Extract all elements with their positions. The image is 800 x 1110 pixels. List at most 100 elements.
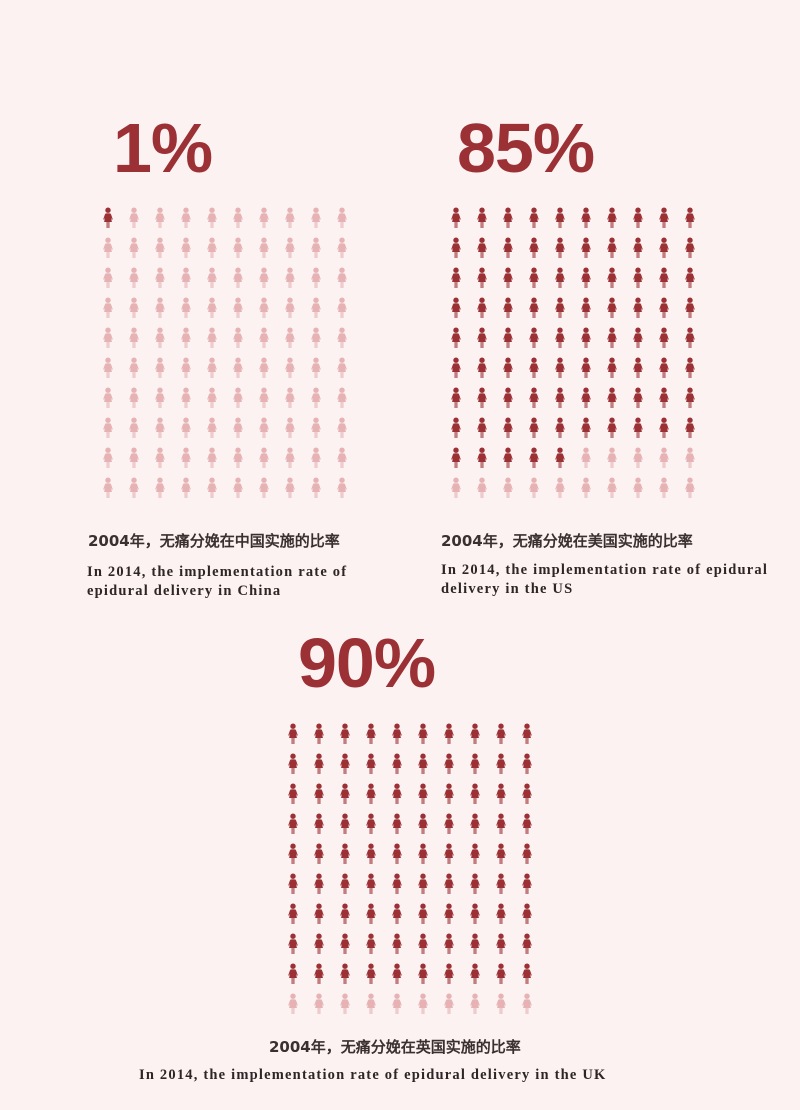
person-icon-empty	[311, 387, 321, 408]
person-icon-empty	[285, 207, 295, 228]
person-icon-empty	[529, 477, 539, 498]
person-icon-empty	[311, 477, 321, 498]
person-icon-filled	[451, 327, 461, 348]
person-icon-filled	[451, 417, 461, 438]
person-icon-filled	[366, 753, 376, 774]
person-icon-filled	[555, 237, 565, 258]
person-icon-empty	[103, 297, 113, 318]
person-icon-empty	[311, 327, 321, 348]
person-icon-empty	[103, 237, 113, 258]
person-icon-filled	[451, 267, 461, 288]
person-icon-empty	[581, 447, 591, 468]
person-icon-filled	[340, 933, 350, 954]
person-icon-empty	[155, 267, 165, 288]
person-icon-filled	[581, 237, 591, 258]
person-icon-empty	[181, 447, 191, 468]
person-icon-empty	[155, 207, 165, 228]
person-icon-filled	[288, 903, 298, 924]
person-icon-filled	[496, 903, 506, 924]
person-icon-empty	[337, 417, 347, 438]
person-icon-filled	[340, 963, 350, 984]
person-icon-empty	[181, 207, 191, 228]
person-icon-empty	[207, 447, 217, 468]
person-icon-filled	[529, 417, 539, 438]
person-icon-empty	[311, 357, 321, 378]
person-icon-empty	[259, 387, 269, 408]
person-icon-filled	[503, 327, 513, 348]
person-icon-filled	[477, 327, 487, 348]
caption-en: In 2014, the implementation rate of epid…	[139, 1067, 607, 1083]
person-icon-filled	[288, 933, 298, 954]
person-icon-filled	[496, 963, 506, 984]
person-icon-filled	[685, 417, 695, 438]
person-icon-empty	[155, 387, 165, 408]
person-icon-empty	[285, 327, 295, 348]
person-icon-filled	[366, 903, 376, 924]
person-icon-empty	[607, 477, 617, 498]
caption-en: In 2014, the implementation rate of epid…	[441, 562, 769, 597]
person-icon-empty	[181, 297, 191, 318]
person-icon-empty	[207, 207, 217, 228]
person-icon-empty	[392, 993, 402, 1014]
person-icon-empty	[285, 417, 295, 438]
person-icon-empty	[233, 267, 243, 288]
person-icon-filled	[444, 933, 454, 954]
person-icon-filled	[522, 813, 532, 834]
person-icon-filled	[470, 903, 480, 924]
person-icon-filled	[503, 447, 513, 468]
person-icon-filled	[470, 783, 480, 804]
person-icon-filled	[633, 417, 643, 438]
person-icon-filled	[529, 447, 539, 468]
person-icon-filled	[314, 723, 324, 744]
person-icon-filled	[581, 357, 591, 378]
person-icon-filled	[477, 297, 487, 318]
person-icon-filled	[633, 207, 643, 228]
person-icon-filled	[103, 207, 113, 228]
person-icon-filled	[444, 783, 454, 804]
person-icon-empty	[337, 387, 347, 408]
person-icon-filled	[470, 723, 480, 744]
person-icon-filled	[477, 417, 487, 438]
person-icon-empty	[181, 417, 191, 438]
person-icon-empty	[207, 267, 217, 288]
person-icon-empty	[155, 417, 165, 438]
person-icon-empty	[129, 387, 139, 408]
person-icon-filled	[496, 753, 506, 774]
person-icon-filled	[503, 387, 513, 408]
person-icon-empty	[451, 477, 461, 498]
icon-grid	[451, 207, 695, 498]
person-icon-empty	[259, 297, 269, 318]
person-icon-filled	[340, 723, 350, 744]
person-icon-filled	[607, 267, 617, 288]
person-icon-empty	[181, 357, 191, 378]
person-icon-filled	[392, 963, 402, 984]
person-icon-empty	[129, 447, 139, 468]
person-icon-filled	[451, 297, 461, 318]
person-icon-empty	[337, 267, 347, 288]
person-icon-filled	[503, 357, 513, 378]
person-icon-empty	[129, 327, 139, 348]
person-icon-filled	[581, 207, 591, 228]
person-icon-filled	[418, 933, 428, 954]
person-icon-filled	[470, 873, 480, 894]
person-icon-filled	[581, 387, 591, 408]
person-icon-empty	[103, 477, 113, 498]
person-icon-filled	[470, 813, 480, 834]
person-icon-filled	[340, 783, 350, 804]
person-icon-empty	[233, 357, 243, 378]
person-icon-empty	[285, 387, 295, 408]
person-icon-empty	[633, 477, 643, 498]
person-icon-empty	[129, 297, 139, 318]
person-icon-filled	[555, 447, 565, 468]
person-icon-filled	[392, 843, 402, 864]
person-icon-empty	[685, 477, 695, 498]
person-icon-empty	[103, 267, 113, 288]
person-icon-empty	[207, 417, 217, 438]
person-icon-empty	[470, 993, 480, 1014]
person-icon-filled	[314, 963, 324, 984]
icon-grid	[103, 207, 347, 498]
person-icon-empty	[444, 993, 454, 1014]
person-icon-empty	[337, 237, 347, 258]
percent-label: 85%	[457, 109, 595, 187]
person-icon-empty	[103, 387, 113, 408]
